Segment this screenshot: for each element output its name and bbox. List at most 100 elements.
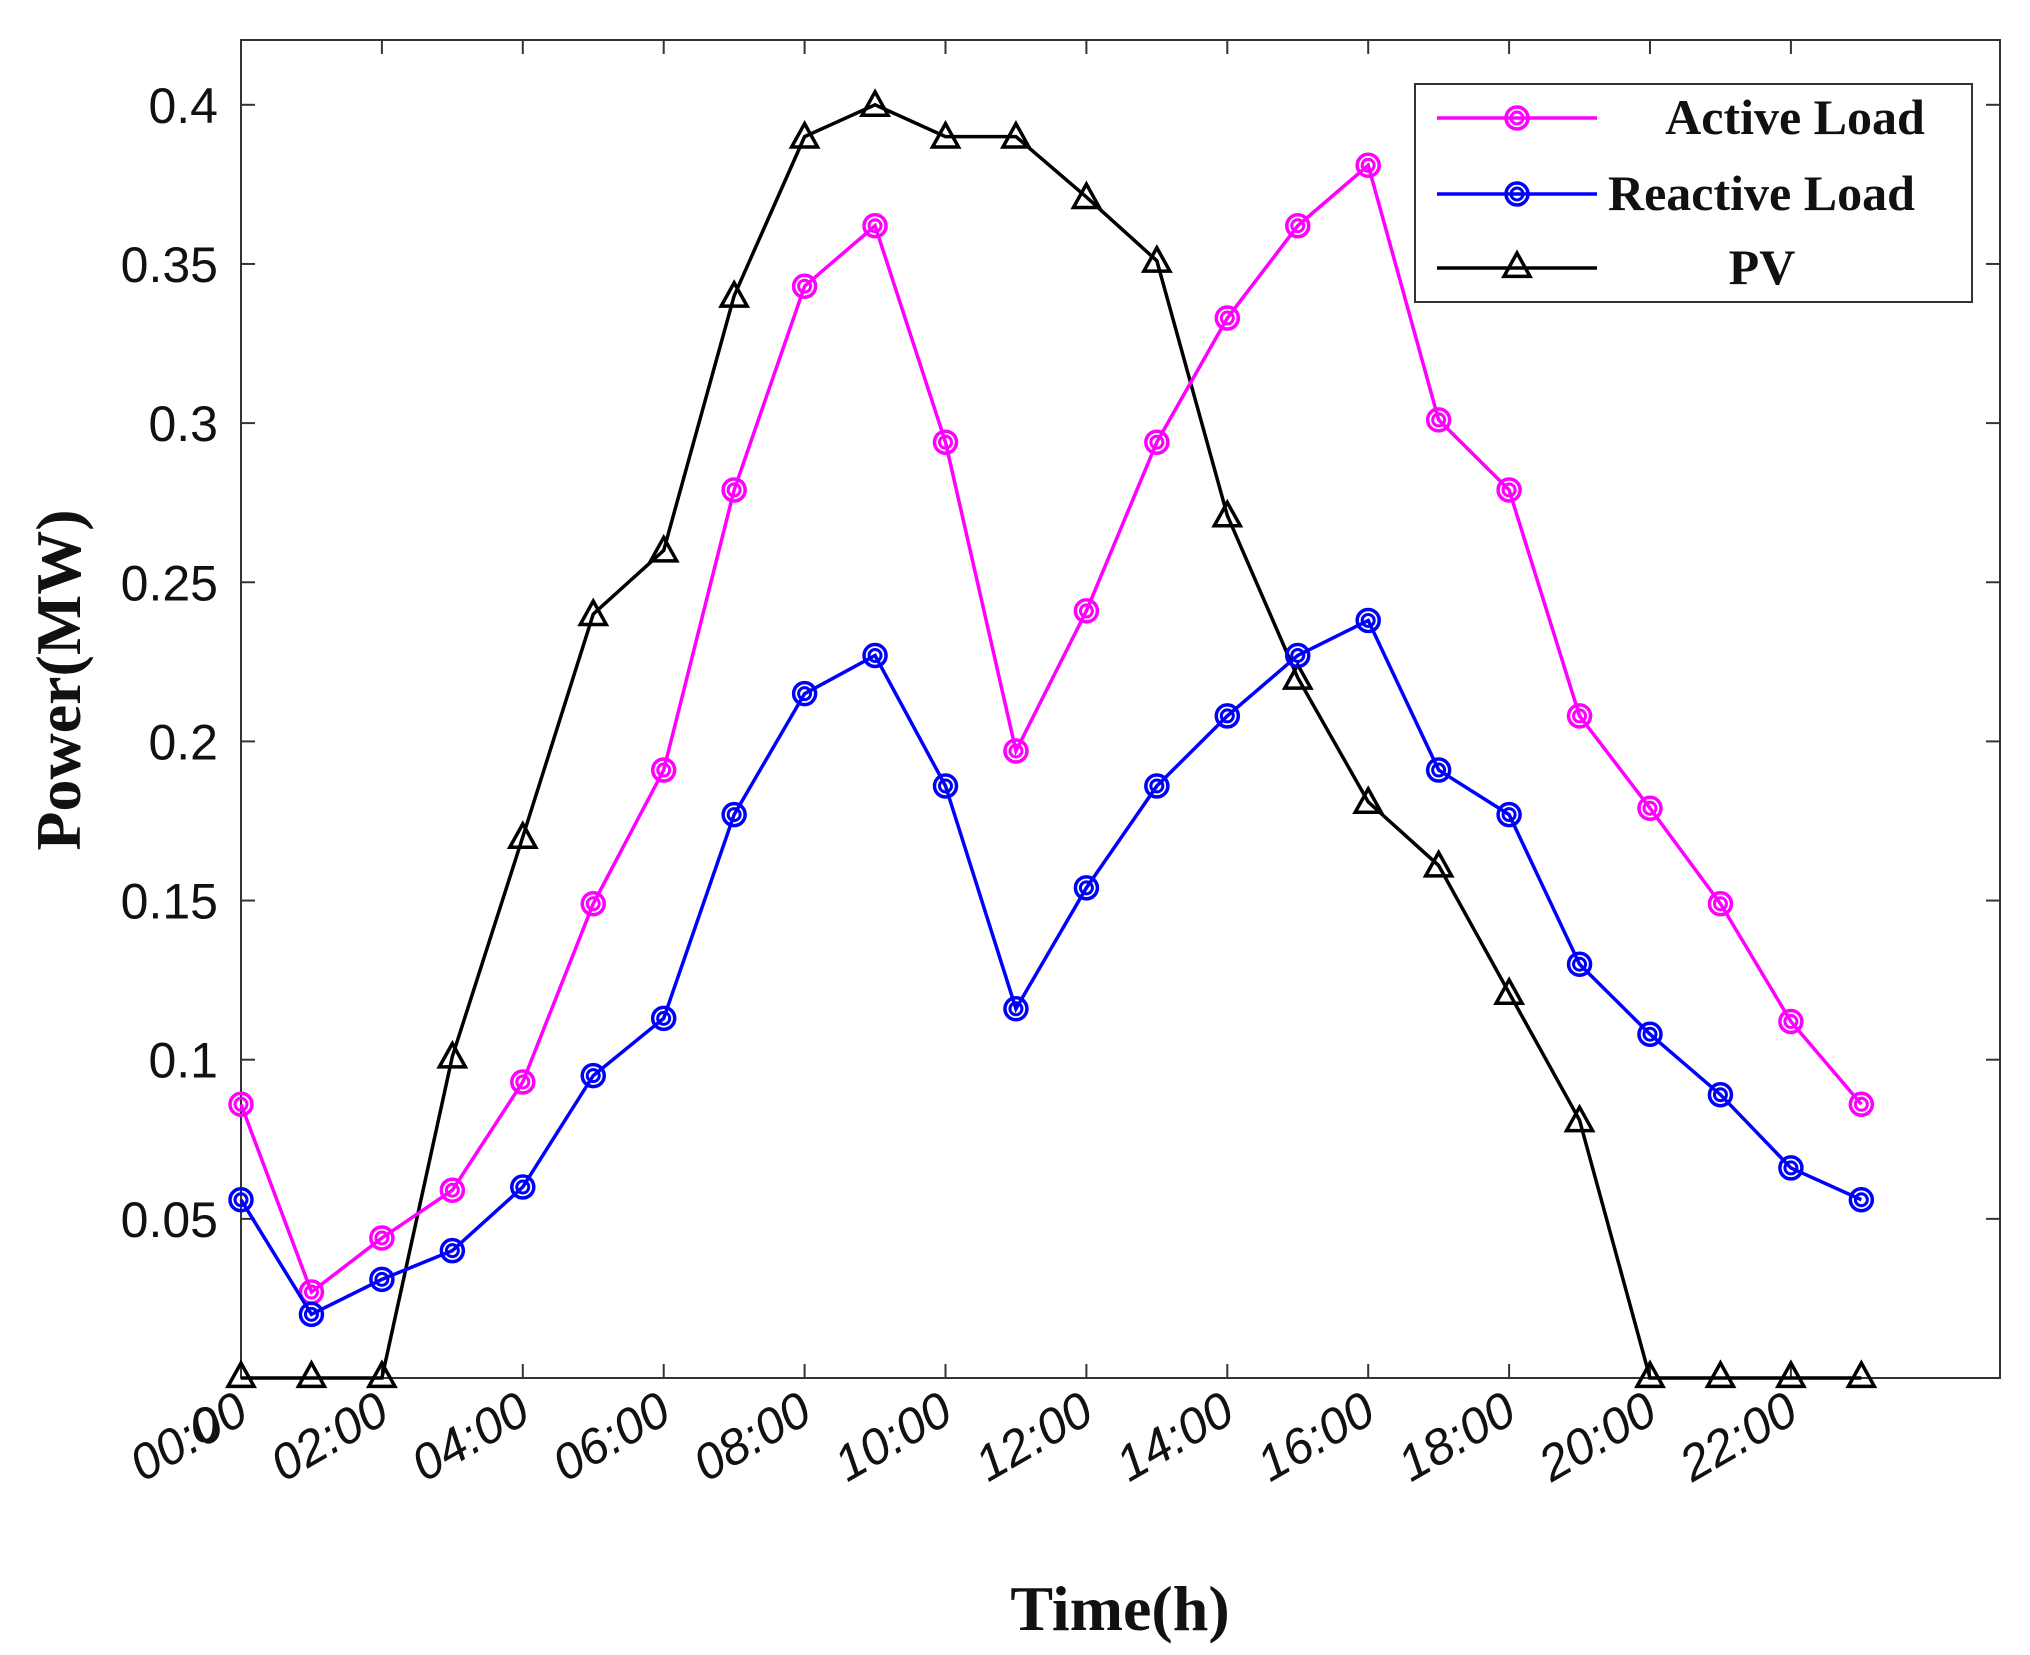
data-point-pv <box>929 120 962 149</box>
legend-label: Active Load <box>1665 89 1925 145</box>
data-point-active-load <box>1214 305 1241 331</box>
data-point-pv <box>1281 661 1314 690</box>
data-point-reactive-load-inner <box>1572 956 1588 972</box>
x-tick-label: 14:00 <box>1106 1381 1243 1492</box>
data-point-pv <box>1140 244 1173 273</box>
x-tick-label: 04:00 <box>402 1381 539 1492</box>
series-pv <box>225 88 1878 1389</box>
data-point-reactive-load <box>862 642 888 669</box>
y-tick-label: 0.2 <box>148 714 218 770</box>
data-point-active-load-inner <box>1149 434 1165 450</box>
data-point-pv <box>225 1359 257 1389</box>
data-point-reactive-load-inner <box>656 1010 672 1026</box>
x-tick-label: 18:00 <box>1388 1381 1525 1492</box>
data-point-active-load-inner <box>1853 1096 1869 1112</box>
data-point-active-load-inner <box>515 1074 531 1090</box>
data-point-pv <box>436 1039 469 1069</box>
data-point-reactive-load-inner <box>1642 1026 1658 1042</box>
x-tick-label: 20:00 <box>1528 1381 1665 1493</box>
data-point-active-load-inner <box>374 1230 390 1246</box>
data-point-reactive-load <box>1285 642 1311 669</box>
data-point-active-load <box>580 890 606 917</box>
data-point-active-load-inner <box>1572 708 1588 724</box>
data-point-active-load <box>1848 1091 1875 1118</box>
data-point-pv <box>295 1359 328 1389</box>
y-tick-label: 0.35 <box>121 237 218 293</box>
series-line-reactive-load <box>239 618 1863 1317</box>
data-point-pv <box>365 1359 398 1389</box>
legend-label: Reactive Load <box>1608 165 1915 221</box>
data-point-reactive-load <box>721 801 747 828</box>
data-point-pv <box>506 820 539 850</box>
y-axis-label: Power(MW) <box>23 509 94 850</box>
x-tick-label: 08:00 <box>684 1381 821 1492</box>
data-point-pv <box>1563 1103 1596 1133</box>
data-point-reactive-load-inner <box>1501 807 1517 823</box>
x-tick-label: 16:00 <box>1247 1381 1384 1492</box>
data-point-reactive-load <box>1073 875 1100 901</box>
data-point-active-load <box>791 273 818 299</box>
data-point-active-load-inner <box>1360 157 1376 173</box>
series-line-pv <box>241 102 1862 1380</box>
data-point-pv <box>859 88 892 117</box>
y-tick-label: 0.1 <box>148 1033 218 1089</box>
legend-item-active-load: Active Load <box>1437 89 1925 145</box>
data-point-active-load <box>1778 1008 1804 1035</box>
data-point-pv <box>1211 498 1244 528</box>
data-point-pv <box>1493 976 1526 1006</box>
y-tick-label: 0.3 <box>148 396 218 452</box>
data-point-pv <box>577 597 610 627</box>
legend-marker-inner <box>1509 186 1525 202</box>
data-point-reactive-load-inner <box>585 1068 601 1084</box>
data-point-active-load <box>1707 890 1734 917</box>
data-point-pv <box>1634 1359 1666 1389</box>
data-point-active-load <box>1073 598 1100 624</box>
legend-marker <box>1501 249 1533 279</box>
data-point-active-load <box>1285 213 1311 239</box>
data-point-reactive-load <box>439 1237 466 1264</box>
data-point-reactive-load-inner <box>1149 778 1165 794</box>
x-tick-label: 00:00 <box>120 1381 257 1492</box>
data-point-active-load <box>650 757 677 783</box>
x-axis-label: Time(h) <box>1010 1573 1229 1644</box>
data-point-reactive-load-inner <box>726 807 742 823</box>
data-point-reactive-load <box>1214 703 1241 729</box>
data-point-reactive-load <box>1566 951 1593 977</box>
legend-label: PV <box>1729 239 1796 295</box>
x-tick-labels: 00:00 02:00 04:00 06:00 08:00 10:00 12:00 14:00… <box>120 1381 1806 1493</box>
data-point-active-load-inner <box>303 1284 319 1300</box>
data-point-active-load-inner <box>444 1182 460 1198</box>
data-point-active-load-inner <box>1290 218 1306 234</box>
data-point-pv <box>788 120 821 149</box>
data-point-reactive-load <box>1637 1021 1663 1047</box>
data-point-reactive-load-inner <box>1783 1160 1799 1176</box>
data-point-reactive-load-inner <box>1360 612 1376 628</box>
x-tick-label: 06:00 <box>543 1381 680 1492</box>
data-point-reactive-load <box>1144 773 1170 799</box>
data-point-active-load-inner <box>1501 482 1517 498</box>
data-point-pv <box>647 533 680 563</box>
data-point-active-load <box>721 477 747 503</box>
data-point-active-load-inner <box>1008 743 1024 759</box>
data-point-reactive-load <box>228 1187 254 1213</box>
data-point-pv <box>999 120 1032 149</box>
data-point-active-load <box>1003 738 1029 764</box>
data-point-reactive-load-inner <box>797 686 813 702</box>
legend: Active Load Reactive Load PV <box>1414 83 1973 303</box>
data-point-reactive-load-inner <box>1008 1001 1024 1017</box>
data-point-reactive-load <box>580 1062 606 1089</box>
data-point-active-load-inner <box>233 1096 249 1112</box>
legend-item-reactive-load: Reactive Load <box>1437 165 1915 221</box>
data-point-active-load <box>369 1225 395 1251</box>
data-point-reactive-load <box>932 773 959 799</box>
data-point-active-load-inner <box>1431 412 1447 428</box>
data-point-reactive-load <box>1848 1187 1875 1213</box>
data-point-active-load <box>1144 429 1170 455</box>
data-point-active-load-inner <box>1783 1014 1799 1030</box>
data-point-active-load-inner <box>867 218 883 234</box>
legend-marker-inner <box>1509 110 1525 126</box>
legend-marker <box>1504 105 1530 131</box>
y-tick-labels: 0.05 0.1 0.15 0.2 0.25 0.3 0.35 0.4 <box>121 78 218 1248</box>
data-point-active-load <box>862 213 888 239</box>
data-point-active-load <box>1566 703 1593 729</box>
